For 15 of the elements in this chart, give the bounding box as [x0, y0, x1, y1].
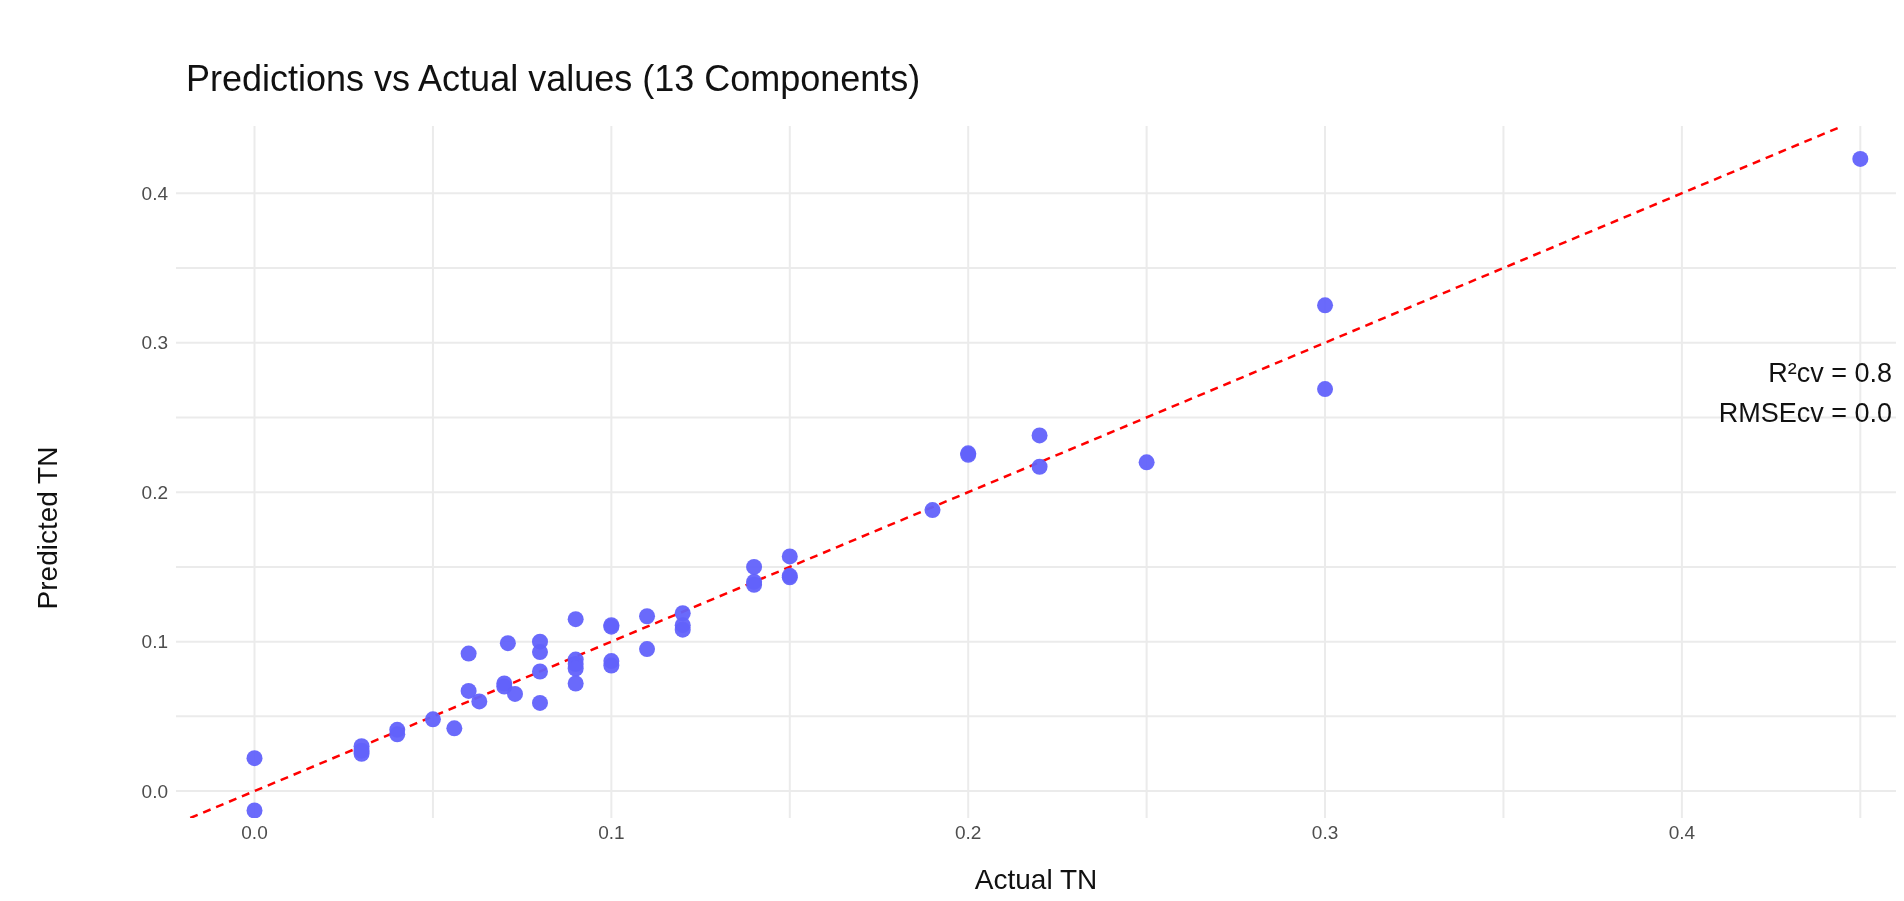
x-tick-label: 0.0 — [241, 822, 268, 844]
chart-title: Predictions vs Actual values (13 Components) — [186, 58, 921, 100]
y-tick-label: 0.1 — [141, 631, 168, 653]
annotation: RMSEcv = 0.0 — [1718, 398, 1892, 429]
y-tick-label: 0.2 — [141, 481, 168, 503]
annotation: R²cv = 0.8 — [1768, 358, 1892, 389]
x-axis-title: Actual TN — [974, 864, 1098, 896]
x-tick-label: 0.1 — [598, 822, 625, 844]
y-tick-label: 0.0 — [141, 780, 168, 802]
y-tick-label: 0.4 — [141, 183, 169, 204]
y-axis-title: Predicted TN — [32, 446, 64, 610]
x-tick-label: 0.4 — [1668, 822, 1696, 844]
x-tick-label: 0.2 — [954, 822, 982, 844]
x-tick-label: 0.3 — [1311, 822, 1339, 844]
y-tick-label: 0.3 — [141, 332, 168, 354]
